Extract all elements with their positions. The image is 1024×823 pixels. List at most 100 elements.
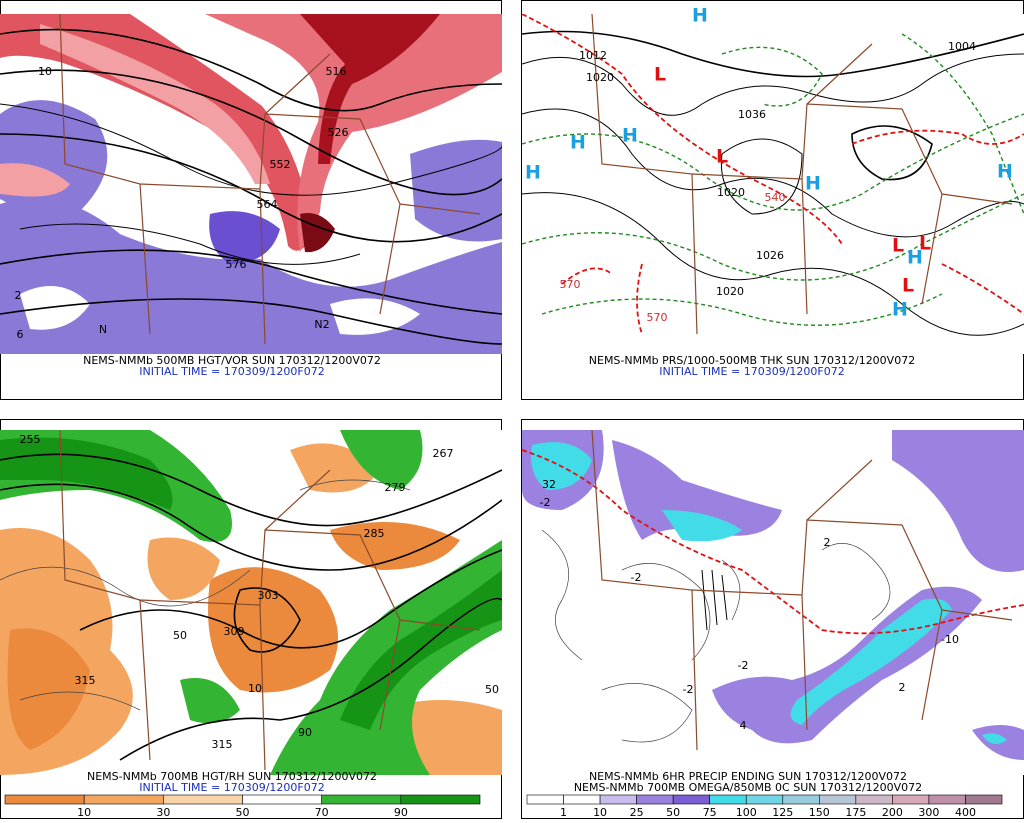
map-label: 2 [899,681,906,694]
initial-time: INITIAL TIME = 170309/1200F072 [139,781,324,794]
colorbar-label: 150 [809,806,830,819]
map-label: H [570,132,586,154]
map-label: 267 [433,447,454,460]
map-label: 2 [824,536,831,549]
map-label: -2 [683,683,694,696]
map-label: L [716,146,728,168]
map-label: 1020 [586,71,614,84]
initial-time: INITIAL TIME = 170309/1200F072 [659,365,844,378]
map-label: 309 [224,625,245,638]
colorbar-label: 10 [77,806,91,819]
map-label: 570 [647,311,668,324]
colorbar-segment [242,794,322,805]
map-label: N2 [314,318,329,331]
caption: NEMS-NMMb 700MB OMEGA/850MB 0C SUN 17031… [574,781,922,794]
map-label: -2 [738,659,749,672]
map-label: 255 [20,433,41,446]
map-label: 576 [226,258,247,271]
map-label: 516 [326,65,347,78]
map-label: H [525,162,541,184]
colorbar-segment [163,794,243,805]
colorbar-segment [928,794,966,805]
map-label: 1026 [756,249,784,262]
colorbar-label: 300 [918,806,939,819]
map-label: 1020 [717,186,745,199]
map-label: L [892,235,904,257]
colorbar-segment [400,794,481,805]
map-label: 10 [38,65,52,78]
map-label: 2 [15,289,22,302]
colorbar-segment [819,794,857,805]
colorbar-segment [563,794,601,805]
map-label: 552 [270,158,291,171]
colorbar-label: 175 [845,806,866,819]
colorbar-label: 70 [315,806,329,819]
map-label: 285 [364,527,385,540]
map-label: -2 [631,571,642,584]
map-500mb-vorticity [0,14,502,354]
caption: NEMS-NMMb 500MB HGT/VOR SUN 170312/1200V… [83,354,381,367]
map-label: L [919,233,931,255]
colorbar-label: 100 [736,806,757,819]
map-label: H [692,5,708,27]
map-label: H [805,173,821,195]
colorbar-label: 50 [236,806,250,819]
caption: NEMS-NMMb 700MB HGT/RH SUN 170312/1200V0… [87,770,377,783]
colorbar-segment [855,794,893,805]
map-700mb-rh [0,430,502,775]
colorbar-segment [526,794,564,805]
caption: NEMS-NMMb 6HR PRECIP ENDING SUN 170312/1… [589,770,907,783]
colorbar-label: 125 [772,806,793,819]
colorbar-segment [636,794,674,805]
map-precip-omega [522,430,1024,775]
colorbar-segment [745,794,784,805]
map-label: 32 [542,478,556,491]
colorbar-segment [965,794,1003,805]
map-label: L [654,64,666,86]
colorbar-label: 1 [560,806,567,819]
map-label: 526 [328,126,349,139]
colorbar-segment [672,794,710,805]
colorbar-label: 50 [666,806,680,819]
map-label: 90 [298,726,312,739]
map-label: 1012 [579,49,607,62]
colorbar-segment [4,794,85,805]
map-label: 4 [740,719,747,732]
colorbar-segment [709,794,747,805]
map-label: 540 [765,191,786,204]
map-label: -10 [941,633,959,646]
map-label: 1004 [948,40,976,53]
map-label: H [892,299,908,321]
map-label: H [907,247,923,269]
colorbar-segment [599,794,637,805]
colorbar-label: 10 [593,806,607,819]
map-label: 303 [258,589,279,602]
map-label: 50 [485,683,499,696]
colorbar-label: 75 [703,806,717,819]
colorbar-segment [83,794,164,805]
map-label: 564 [257,198,278,211]
map-label: L [902,275,914,297]
map-label: N [99,323,107,336]
colorbar-segment [321,794,402,805]
map-label: 315 [212,738,233,751]
map-label: 6 [17,328,24,341]
map-label: 279 [385,481,406,494]
map-label: 315 [75,674,96,687]
map-label: 10 [248,682,262,695]
map-label: 570 [560,278,581,291]
map-label: H [997,161,1013,183]
map-label: 1020 [716,285,744,298]
colorbar-label: 25 [630,806,644,819]
colorbar-segment [782,794,820,805]
map-label: 1036 [738,108,766,121]
map-label: H [622,125,638,147]
colorbar-label: 400 [955,806,976,819]
colorbar-label: 200 [882,806,903,819]
caption: NEMS-NMMb PRS/1000-500MB THK SUN 170312/… [589,354,915,367]
colorbar-segment [892,794,930,805]
map-pressure-thickness [522,14,1024,354]
map-label: -2 [540,496,551,509]
